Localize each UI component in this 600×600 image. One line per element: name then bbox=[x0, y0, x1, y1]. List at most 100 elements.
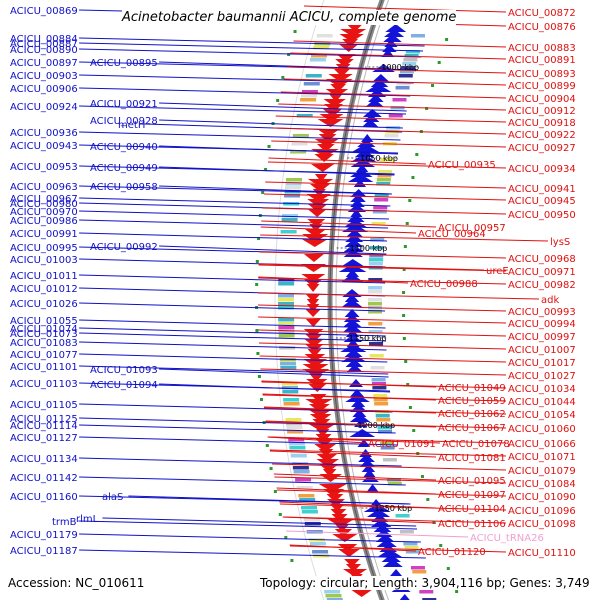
reverse-strand-gene bbox=[352, 409, 367, 417]
feature-block bbox=[284, 186, 301, 190]
forward-strand-gene bbox=[322, 469, 337, 477]
gene-label-right: ACICU_00945 bbox=[508, 196, 576, 207]
inner-ring bbox=[335, 0, 390, 600]
feature-block bbox=[376, 182, 391, 186]
feature-block bbox=[281, 218, 298, 222]
connector-line-right bbox=[290, 52, 507, 60]
forward-strand-gene bbox=[316, 459, 340, 467]
gene-label-right: ACICU_00918 bbox=[508, 118, 576, 129]
feature-block bbox=[373, 394, 388, 398]
connector-line-right bbox=[261, 220, 437, 228]
forward-strand-gene bbox=[316, 144, 335, 152]
gene-label-right: ACICU_00904 bbox=[508, 94, 576, 105]
tick-mark bbox=[412, 429, 416, 432]
connector-line-right bbox=[267, 436, 507, 444]
forward-strand-gene bbox=[309, 404, 330, 412]
connector-line-right bbox=[280, 91, 507, 99]
gene-label-left: ACICU_00869 bbox=[10, 6, 78, 17]
gene-label-left: ACICU_00980 bbox=[10, 199, 78, 210]
reverse-strand-gene bbox=[338, 264, 367, 272]
feature-block bbox=[313, 46, 330, 50]
reverse-strand-gene bbox=[344, 294, 360, 302]
reverse-strand-gene bbox=[341, 299, 363, 307]
gene-label-left: ACICU_01103 bbox=[10, 379, 78, 390]
feature-block bbox=[287, 430, 304, 434]
gene-label-right: ACICU_01120 bbox=[418, 547, 486, 558]
feature-block bbox=[369, 258, 384, 262]
gene-label-right: ACICU_00993 bbox=[508, 307, 576, 318]
reverse-strand-gene bbox=[385, 24, 407, 32]
connector-line-right bbox=[278, 103, 507, 111]
reverse-strand-gene bbox=[376, 539, 397, 547]
reverse-strand-gene bbox=[368, 94, 384, 102]
feature-block bbox=[392, 98, 407, 102]
tick-mark bbox=[257, 237, 261, 240]
kbp-tick-label: 1000 kbp bbox=[381, 63, 419, 72]
genome-stats-text: Topology: circular; Length: 3,904,116 bp… bbox=[260, 576, 590, 590]
reverse-strand-gene bbox=[381, 49, 395, 57]
feature-block bbox=[301, 94, 318, 98]
connector-line-left bbox=[159, 119, 403, 129]
feature-block bbox=[384, 134, 399, 138]
gene-label-right: ACICU_00927 bbox=[508, 143, 576, 154]
tick-mark bbox=[287, 53, 291, 56]
forward-strand-gene bbox=[305, 294, 321, 302]
reverse-strand-gene bbox=[349, 429, 376, 437]
feature-block bbox=[370, 238, 385, 242]
feature-block bbox=[282, 390, 299, 394]
connector-line-right bbox=[258, 264, 507, 272]
kbp-tick-label: 1150 kbp bbox=[349, 334, 387, 343]
connector-line-left bbox=[79, 42, 424, 52]
forward-strand-gene bbox=[306, 284, 320, 292]
connector-line-left bbox=[159, 368, 389, 378]
gene-label-left: ACICU_01134 bbox=[10, 454, 78, 465]
forward-strand-gene bbox=[328, 74, 353, 82]
connector-line-left bbox=[79, 417, 395, 427]
connector-line-left bbox=[159, 185, 392, 195]
reverse-strand-gene bbox=[343, 324, 362, 332]
gene-label-right: ACICU_01067 bbox=[438, 423, 506, 434]
gene-label-right: ACICU_01078 bbox=[442, 439, 510, 450]
connector-line-right bbox=[260, 368, 507, 376]
feature-block bbox=[309, 58, 326, 62]
gene-label-right: ACICU_00941 bbox=[508, 184, 576, 195]
feature-block bbox=[278, 334, 295, 338]
tick-mark bbox=[431, 84, 435, 87]
feature-block bbox=[278, 278, 295, 282]
tick-mark bbox=[259, 398, 263, 401]
connector-line-right bbox=[262, 207, 507, 215]
feature-block bbox=[289, 446, 306, 450]
feature-block bbox=[303, 518, 320, 522]
forward-strand-gene bbox=[307, 204, 328, 212]
gene-label-right: ACICU_00872 bbox=[508, 8, 576, 19]
gene-label-left: ACICU_00967 bbox=[10, 194, 78, 205]
feature-block bbox=[372, 210, 387, 214]
reverse-strand-gene bbox=[350, 209, 363, 217]
tick-mark bbox=[255, 283, 259, 286]
connector-line-left bbox=[79, 327, 386, 337]
gene-label-right: ACICU_00982 bbox=[508, 280, 576, 291]
reverse-strand-gene bbox=[349, 389, 365, 397]
feature-block bbox=[309, 542, 326, 546]
connector-line-left bbox=[128, 495, 411, 505]
label-connector-lines bbox=[78, 5, 549, 559]
gene-label-right: ACICU_01110 bbox=[508, 548, 576, 559]
forward-strand-gene bbox=[301, 274, 326, 282]
kbp-tick-label: 1200 kbp bbox=[357, 421, 395, 430]
reverse-strand-gene bbox=[344, 219, 367, 227]
gene-label-right: ACICU_00912 bbox=[508, 106, 576, 117]
forward-strand-gene bbox=[335, 59, 354, 67]
feature-block bbox=[283, 402, 300, 406]
reverse-strand-gene bbox=[340, 259, 366, 267]
feature-block bbox=[284, 194, 301, 198]
reverse-strand-gene bbox=[351, 144, 380, 152]
gene-label-right: ureE bbox=[486, 266, 509, 277]
forward-strand-gene bbox=[334, 69, 350, 77]
gene-label-left: ACICU_01003 bbox=[10, 255, 78, 266]
feature-block bbox=[312, 550, 329, 554]
reverse-strand-gene bbox=[384, 29, 405, 37]
tick-mark bbox=[426, 498, 430, 501]
feature-block bbox=[278, 322, 295, 326]
connector-line-right bbox=[304, 5, 507, 13]
feature-block bbox=[285, 182, 302, 186]
